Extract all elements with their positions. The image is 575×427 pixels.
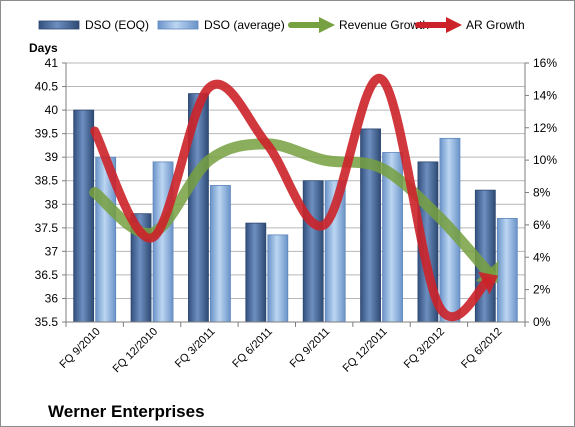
category-label: FQ 12/2011	[341, 326, 390, 375]
left-tick-label: 41	[45, 56, 59, 70]
legend-swatch-dso-eoq	[38, 20, 80, 30]
legend-label-dso-average: DSO (average)	[204, 18, 285, 32]
left-tick-label: 37	[45, 244, 59, 258]
bar-dso-average	[496, 217, 518, 323]
left-axis-title: Days	[29, 41, 58, 55]
category-label: FQ 3/2011	[173, 326, 218, 371]
bar-dso-eoq	[73, 109, 95, 323]
bar-dso-average	[152, 161, 174, 323]
category-label: FQ 9/2010	[58, 326, 103, 371]
left-tick-label: 38.5	[35, 174, 59, 188]
legend-label-ar-growth: AR Growth	[466, 18, 525, 32]
legend-arrowhead-revenue-growth	[319, 17, 335, 33]
category-label: FQ 9/2011	[288, 326, 333, 371]
right-tick-label: 6%	[533, 218, 551, 232]
left-tick-label: 39.5	[35, 127, 59, 141]
bar-dso-average	[267, 234, 289, 323]
left-tick-label: 36	[45, 291, 59, 305]
left-tick-label: 35.5	[35, 315, 59, 329]
legend-label-revenue-growth: Revenue Growth	[339, 18, 429, 32]
right-tick-label: 4%	[533, 250, 551, 264]
right-tick-label: 2%	[533, 283, 551, 297]
right-tick-label: 0%	[533, 315, 551, 329]
bars	[73, 93, 518, 323]
growth-lines	[89, 74, 499, 322]
company-name: Werner Enterprises	[48, 402, 205, 421]
right-tick-label: 14%	[533, 88, 557, 102]
legend-swatch-dso-average	[157, 20, 199, 30]
left-tick-label: 36.5	[35, 268, 59, 282]
category-label: FQ 6/2011	[230, 326, 275, 371]
bar-dso-average	[210, 185, 231, 323]
left-tick-label: 40.5	[35, 80, 59, 94]
left-tick-label: 37.5	[35, 221, 59, 235]
right-tick-label: 8%	[533, 186, 551, 200]
left-tick-label: 40	[45, 103, 59, 117]
ar-growth-line	[90, 74, 493, 322]
left-tick-label: 38	[45, 197, 59, 211]
legend-label-dso-eoq: DSO (EOQ)	[85, 18, 149, 32]
category-label: FQ 12/2010	[111, 326, 161, 376]
legend-arrowhead-ar-growth	[446, 17, 462, 33]
legend: DSO (EOQ) DSO (average) Revenue Growth AR G…	[38, 17, 525, 33]
bar-dso-eoq	[245, 222, 267, 323]
right-tick-label: 12%	[533, 121, 557, 135]
bar-dso-eoq	[302, 180, 324, 323]
category-label: FQ 6/2012	[459, 326, 504, 371]
right-tick-label: 16%	[533, 56, 557, 70]
left-tick-label: 39	[45, 150, 59, 164]
right-tick-label: 10%	[533, 153, 557, 167]
category-label: FQ 3/2012	[402, 326, 447, 371]
ar-growth-arrowhead	[478, 271, 499, 295]
